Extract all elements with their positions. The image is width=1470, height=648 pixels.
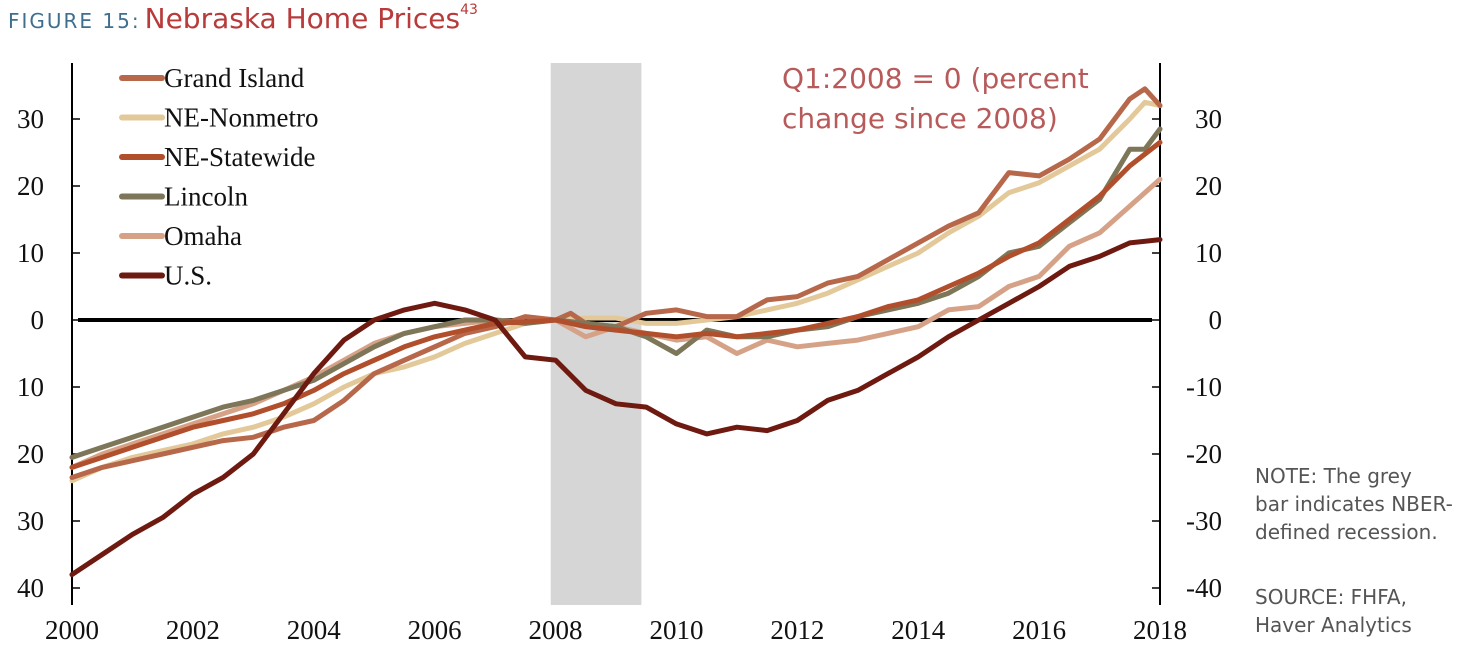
x-tick-label: 2018 [1133,615,1187,645]
left-tick-label: 20 [17,171,44,201]
right-tick-label: 30 [1195,104,1222,134]
legend: Grand Island NE-Nonmetro NE-Statewide Linco… [119,63,318,291]
left-tick-label: 30 [17,104,44,134]
left-tick-label: 10 [17,238,44,268]
right-tick-label: -30 [1186,506,1222,536]
legend-label-lincoln: Lincoln [164,182,248,212]
figure-number: FIGURE 15: [8,9,141,33]
left-tick-label: 10 [17,372,44,402]
note-text: NOTE: The grey bar indicates NBER- defin… [1255,462,1465,546]
source-text: SOURCE: FHFA, Haver Analytics [1255,583,1465,639]
chart-title: Nebraska Home Prices [144,2,461,35]
right-tick-label: 10 [1195,238,1222,268]
annotation-line-1: Q1:2008 = 0 (percent [782,62,1089,95]
legend-label-ne-statewide: NE-Statewide [164,142,315,172]
figure-title: FIGURE 15: Nebraska Home Prices43 [8,2,478,35]
x-tick-label: 2014 [891,615,946,645]
source-line-1: SOURCE: FHFA, [1255,585,1407,609]
series-layer [69,86,1163,578]
left-tick-label: 0 [31,305,45,335]
x-tick-label: 2016 [1012,615,1066,645]
series-line-ne-statewide [69,139,1163,470]
x-tick-label: 2010 [649,615,703,645]
right-tick-label: -10 [1186,372,1222,402]
right-tick-label: 20 [1195,171,1222,201]
x-tick-label: 2000 [45,615,99,645]
note-line-1: NOTE: The grey [1255,464,1412,488]
legend-label-u-s: U.S. [164,261,212,291]
x-tick-label: 2004 [287,615,342,645]
note-line-2: bar indicates NBER- [1255,492,1453,516]
series-line-u-s [69,237,1163,578]
annotation-line-2: change since 2008) [782,102,1058,135]
legend-label-ne-nonmetro: NE-Nonmetro [164,103,318,133]
x-tick-label: 2012 [770,615,824,645]
note-line-3: defined recession. [1255,520,1438,544]
x-tick-label: 2002 [166,615,220,645]
source-line-2: Haver Analytics [1255,613,1412,637]
footnote-marker: 43 [460,2,478,18]
right-tick-label: -20 [1186,439,1222,469]
x-tick-label: 2008 [529,615,583,645]
left-tick-label: 40 [17,573,44,603]
left-tick-label: 30 [17,506,44,536]
right-tick-label: 0 [1209,305,1223,335]
legend-label-omaha: Omaha [164,221,242,251]
left-tick-label: 20 [17,439,44,469]
legend-label-grand-island: Grand Island [164,63,305,93]
right-tick-label: -40 [1186,573,1222,603]
x-tick-label: 2006 [408,615,462,645]
